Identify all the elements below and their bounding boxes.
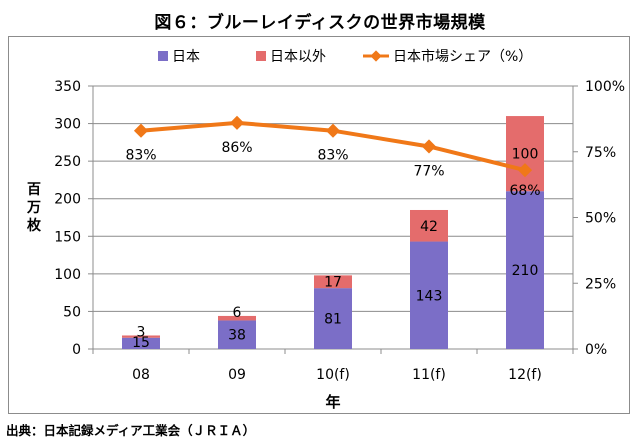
label-japan: 81 bbox=[324, 312, 342, 328]
label-overseas: 100 bbox=[512, 147, 539, 163]
y-tick-label: 250 bbox=[54, 154, 81, 170]
share-marker bbox=[517, 163, 533, 178]
y2-tick-label: 0% bbox=[585, 342, 607, 358]
label-share: 83% bbox=[317, 148, 348, 164]
chart-svg: 日本 日本以外 日本市場シェア（%） 0 50 100 150 200 250 300 350 0% 2… bbox=[26, 48, 625, 411]
label-share: 86% bbox=[221, 140, 252, 156]
label-overseas: 17 bbox=[324, 275, 342, 291]
legend-label-1: 日本 bbox=[172, 49, 200, 65]
share-marker bbox=[421, 139, 437, 154]
bar-overseas bbox=[122, 335, 160, 338]
x-tick-label: 09 bbox=[228, 367, 246, 383]
x-axis-title: 年 bbox=[325, 393, 340, 411]
legend-marker-swatch bbox=[370, 50, 382, 62]
y2-tick-label: 25% bbox=[585, 276, 616, 292]
bar-japan bbox=[410, 241, 448, 349]
label-japan: 210 bbox=[512, 263, 539, 279]
x-tick-label: 11(f) bbox=[412, 367, 446, 383]
x-tick-label: 08 bbox=[132, 367, 150, 383]
bar-japan bbox=[314, 288, 352, 349]
y-tick-label: 150 bbox=[54, 229, 81, 245]
label-overseas: 6 bbox=[233, 305, 242, 321]
label-japan: 38 bbox=[228, 328, 246, 344]
y-tick-label: 50 bbox=[63, 304, 81, 320]
bar-overseas bbox=[506, 116, 544, 192]
legend-swatch-1 bbox=[158, 51, 168, 61]
y2-tick-label: 100% bbox=[585, 79, 625, 95]
label-japan: 143 bbox=[416, 288, 443, 304]
share-marker bbox=[229, 115, 245, 130]
legend-label-2: 日本以外 bbox=[270, 49, 326, 65]
bar-japan bbox=[218, 320, 256, 349]
y-axis-title: 百万枚 bbox=[26, 182, 42, 234]
source-note: 出典：日本記録メディア工業会（ＪＲＩＡ） bbox=[6, 423, 256, 438]
y-tick-label: 350 bbox=[54, 79, 81, 95]
bar-japan bbox=[122, 337, 160, 349]
y-tick-label: 0 bbox=[72, 342, 81, 358]
label-japan: 15 bbox=[132, 335, 150, 351]
y2-tick-label: 75% bbox=[585, 145, 616, 161]
bar-overseas bbox=[410, 209, 448, 242]
legend-swatch-2 bbox=[256, 51, 266, 61]
x-tick-label: 10(f) bbox=[316, 367, 350, 383]
legend-label-3: 日本市場シェア（%） bbox=[393, 48, 532, 65]
label-overseas: 42 bbox=[420, 219, 438, 235]
y-tick-label: 100 bbox=[54, 267, 81, 283]
chart-title: 図６：ブルーレイディスクの世界市場規模 bbox=[154, 13, 486, 33]
share-marker bbox=[325, 123, 341, 138]
chart-frame: 日本 日本以外 日本市場シェア（%） 0 50 100 150 200 250 300 350 0% 2… bbox=[8, 36, 630, 414]
y2-tick-label: 50% bbox=[585, 211, 616, 227]
bar-overseas bbox=[218, 315, 256, 321]
label-share: 68% bbox=[509, 183, 540, 199]
y-tick-label: 300 bbox=[54, 117, 81, 133]
y-axis-title-char: 百 bbox=[27, 182, 41, 198]
label-share: 83% bbox=[125, 148, 156, 164]
label-share: 77% bbox=[413, 163, 444, 179]
x-tick-label: 12(f) bbox=[508, 367, 542, 383]
bar-overseas bbox=[314, 275, 352, 289]
share-marker bbox=[133, 123, 149, 138]
label-overseas: 3 bbox=[137, 324, 146, 340]
y-axis-title-char: 枚 bbox=[27, 217, 42, 234]
bar-japan bbox=[506, 191, 544, 349]
y-axis-title-char: 万 bbox=[26, 200, 41, 216]
y-tick-label: 200 bbox=[54, 192, 81, 208]
